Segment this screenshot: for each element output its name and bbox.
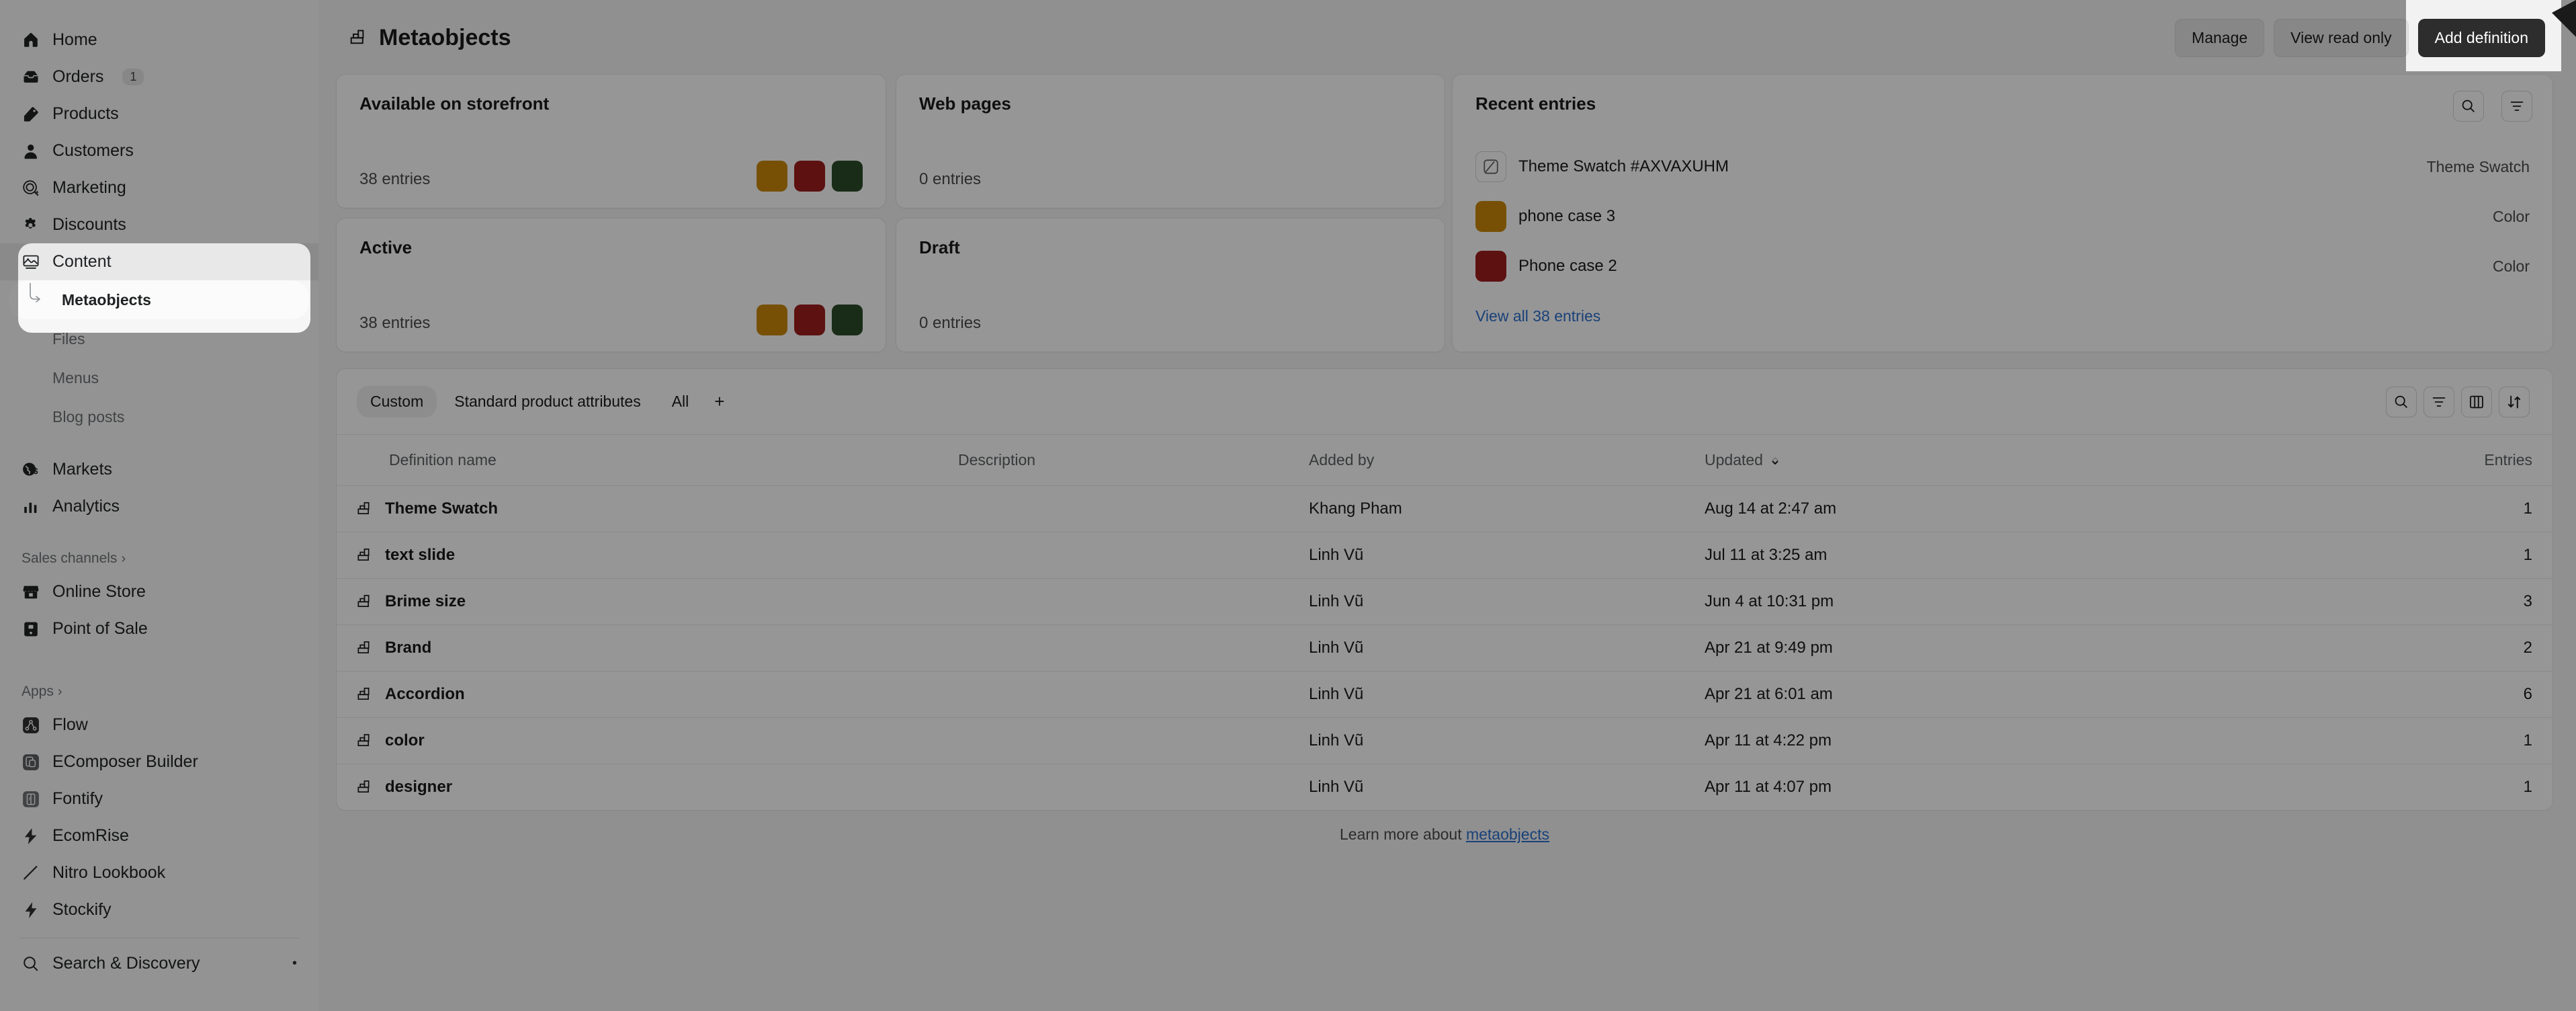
svg-text:$: $ [34, 467, 38, 476]
svg-text:F: F [29, 797, 32, 801]
